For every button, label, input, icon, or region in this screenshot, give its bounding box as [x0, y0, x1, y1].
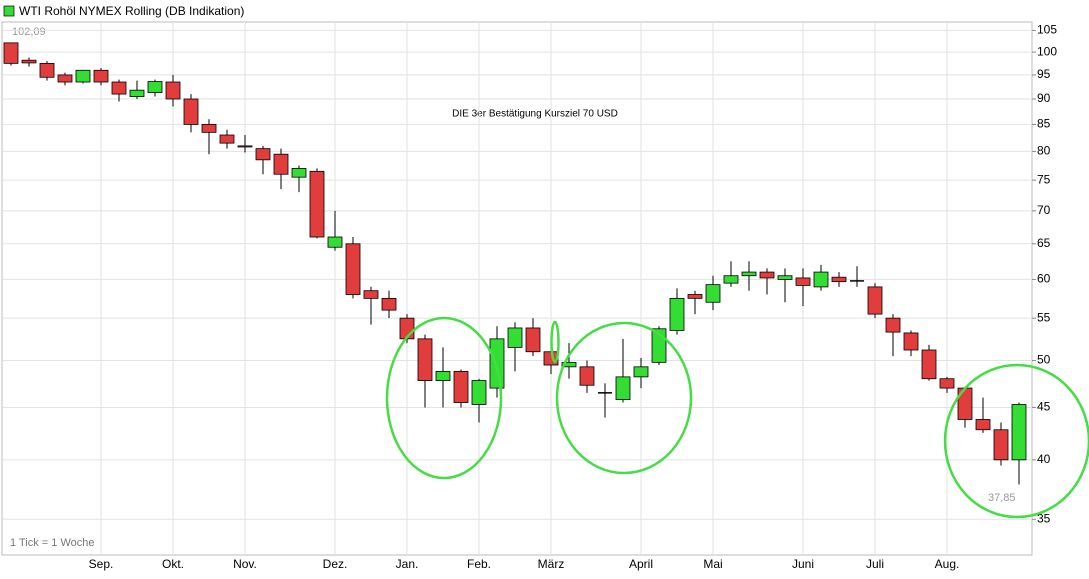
candle-body	[525, 327, 541, 353]
candle-body	[39, 62, 55, 78]
highlight-circles	[385, 316, 1089, 519]
candle-body	[885, 317, 901, 333]
candle-body	[831, 276, 847, 283]
y-tick-label: 65	[1037, 236, 1051, 250]
highlight-ellipse	[943, 363, 1089, 519]
candle-body	[111, 81, 127, 95]
candle-body	[975, 419, 991, 431]
candle-body	[669, 297, 685, 331]
x-tick-label: Juli	[866, 557, 884, 571]
low-label: 37,85	[988, 492, 1016, 504]
highlight-ellipse	[555, 321, 693, 475]
candle-body	[813, 271, 829, 288]
annotation: DIE 3er Bestätigung Kursziel 70 USD	[452, 109, 618, 120]
candle-body	[705, 284, 721, 303]
x-tick-label: April	[629, 557, 653, 571]
x-tick-label: Okt.	[162, 557, 184, 571]
y-tick-label: 60	[1037, 272, 1051, 286]
candle-body	[867, 286, 883, 315]
candle-body	[561, 361, 577, 368]
candle-body	[255, 148, 271, 161]
highlight-ellipse	[385, 316, 503, 480]
candle-body	[687, 294, 703, 299]
candle-body	[921, 349, 937, 380]
candle-body	[291, 168, 307, 178]
x-tick-label: Aug.	[935, 557, 960, 571]
y-tick-label: 45	[1037, 400, 1051, 414]
candle-body	[57, 74, 73, 83]
high-label: 102,09	[12, 26, 46, 38]
candle-body	[129, 89, 145, 97]
x-tick-label: Feb.	[467, 557, 491, 571]
y-tick-label: 50	[1037, 353, 1051, 367]
candle-body	[183, 98, 199, 125]
y-tick-label: 35	[1037, 511, 1051, 525]
y-tick-label: 40	[1037, 452, 1051, 466]
candle-body	[507, 327, 523, 348]
candle-body	[579, 366, 595, 386]
y-tick-label: 55	[1037, 310, 1051, 324]
candle-body	[417, 338, 433, 381]
candle-body	[615, 376, 631, 400]
candle-body	[759, 271, 775, 279]
y-tick-label: 105	[1037, 23, 1057, 37]
candle-body	[435, 370, 451, 381]
candle-body	[453, 370, 469, 403]
y-tick-label: 85	[1037, 117, 1051, 131]
candle-body	[489, 338, 505, 389]
candle-body	[309, 170, 325, 238]
legend-swatch	[3, 5, 15, 17]
x-tick-label: Sep.	[89, 557, 114, 571]
candle-body	[75, 69, 91, 83]
y-tick-label: 95	[1037, 67, 1051, 81]
candles	[3, 42, 1027, 485]
y-tick-label: 90	[1037, 91, 1051, 105]
chart-title: WTI Rohöl NYMEX Rolling (DB Indikation)	[19, 4, 244, 18]
candle-body	[993, 429, 1009, 461]
candle-body	[363, 290, 379, 299]
candle-body	[201, 124, 217, 133]
candle-body	[165, 81, 181, 100]
candle-body	[741, 271, 757, 277]
candle-body	[723, 275, 739, 284]
candle-body	[939, 378, 955, 389]
x-tick-label: Juni	[792, 557, 814, 571]
x-tick-label: Jan.	[396, 557, 419, 571]
candle-body	[147, 81, 163, 94]
candle-body	[3, 42, 19, 64]
candle-body	[273, 153, 289, 175]
candle-body	[777, 275, 793, 280]
candle-body	[471, 380, 487, 405]
candle-body	[1011, 404, 1027, 461]
highlight-ellipse	[550, 320, 560, 364]
plot-area	[1, 21, 1033, 556]
candle-body	[21, 59, 37, 64]
y-tick-label: 80	[1037, 144, 1051, 158]
x-tick-label: Mai	[703, 557, 722, 571]
footnote: 1 Tick = 1 Woche	[10, 537, 94, 549]
candle-body	[237, 145, 253, 148]
candle-body	[345, 243, 361, 295]
candle-body	[795, 277, 811, 286]
y-tick-label: 70	[1037, 203, 1051, 217]
candle-body	[903, 332, 919, 351]
candle-body	[327, 236, 343, 248]
x-tick-label: Dez.	[323, 557, 348, 571]
candle-body	[381, 297, 397, 311]
x-tick-label: März	[538, 557, 565, 571]
candle-body	[93, 69, 109, 83]
y-tick-label: 100	[1037, 44, 1057, 58]
y-tick-label: 75	[1037, 172, 1051, 186]
x-tick-label: Nov.	[233, 557, 257, 571]
candle-body	[219, 134, 235, 144]
candle-body	[633, 366, 649, 378]
